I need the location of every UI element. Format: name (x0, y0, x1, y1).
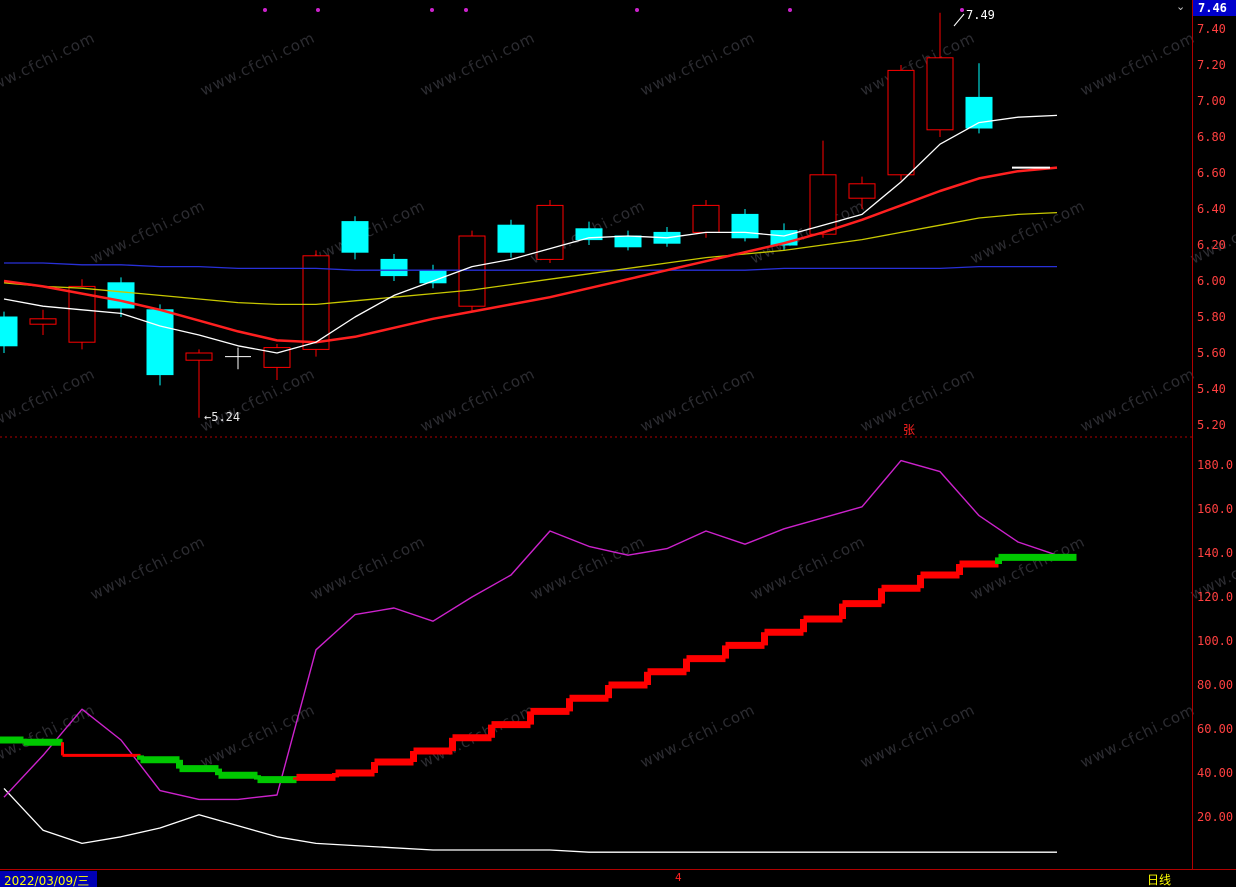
candle-down (341, 221, 369, 253)
ma-red-line (3, 166, 1058, 344)
candle-up (887, 69, 915, 176)
candle-up (302, 255, 330, 350)
candle-down (497, 224, 525, 253)
month-marker-dot (430, 8, 434, 12)
candle-down (575, 228, 603, 241)
candle-up (29, 318, 57, 325)
chevron-down-icon[interactable]: ⌄ (1176, 0, 1186, 13)
candle-up (809, 174, 837, 235)
annotation-pointer (953, 13, 965, 27)
status-bar: 2022/03/09/三 4 日线 (0, 870, 1236, 887)
month-marker-dot (635, 8, 639, 12)
axis-max-price: 7.46 (1198, 1, 1227, 15)
month-marker-dot (263, 8, 267, 12)
month-marker-dot (316, 8, 320, 12)
candle-down (107, 282, 135, 309)
candle-up (926, 57, 954, 131)
candle-down (614, 235, 642, 248)
candle-up (263, 347, 291, 368)
date-label: 2022/03/09/三 (0, 871, 98, 887)
candle-down (965, 96, 993, 129)
period-label[interactable]: 日线 (1147, 873, 1172, 887)
candle-down (146, 309, 174, 376)
month-marker-dot (464, 8, 468, 12)
candle-up (185, 352, 213, 361)
month-marker-dot (960, 8, 964, 12)
candle-down (731, 213, 759, 239)
candle-down (380, 258, 408, 277)
month-tick-label: 4 (675, 871, 682, 884)
axis-max-price-box: 7.46 (1193, 0, 1236, 16)
ma-yellow-line (3, 211, 1058, 306)
month-marker-dot (788, 8, 792, 12)
indicator-magenta-line (3, 459, 1058, 801)
ma-blue-line (4, 262, 1057, 271)
candle-down (0, 316, 18, 347)
candle-up (458, 235, 486, 307)
ma-white-line (3, 114, 1058, 354)
candle-up (848, 183, 876, 199)
indicator-white-line (3, 787, 1057, 853)
candle-up (692, 204, 720, 233)
